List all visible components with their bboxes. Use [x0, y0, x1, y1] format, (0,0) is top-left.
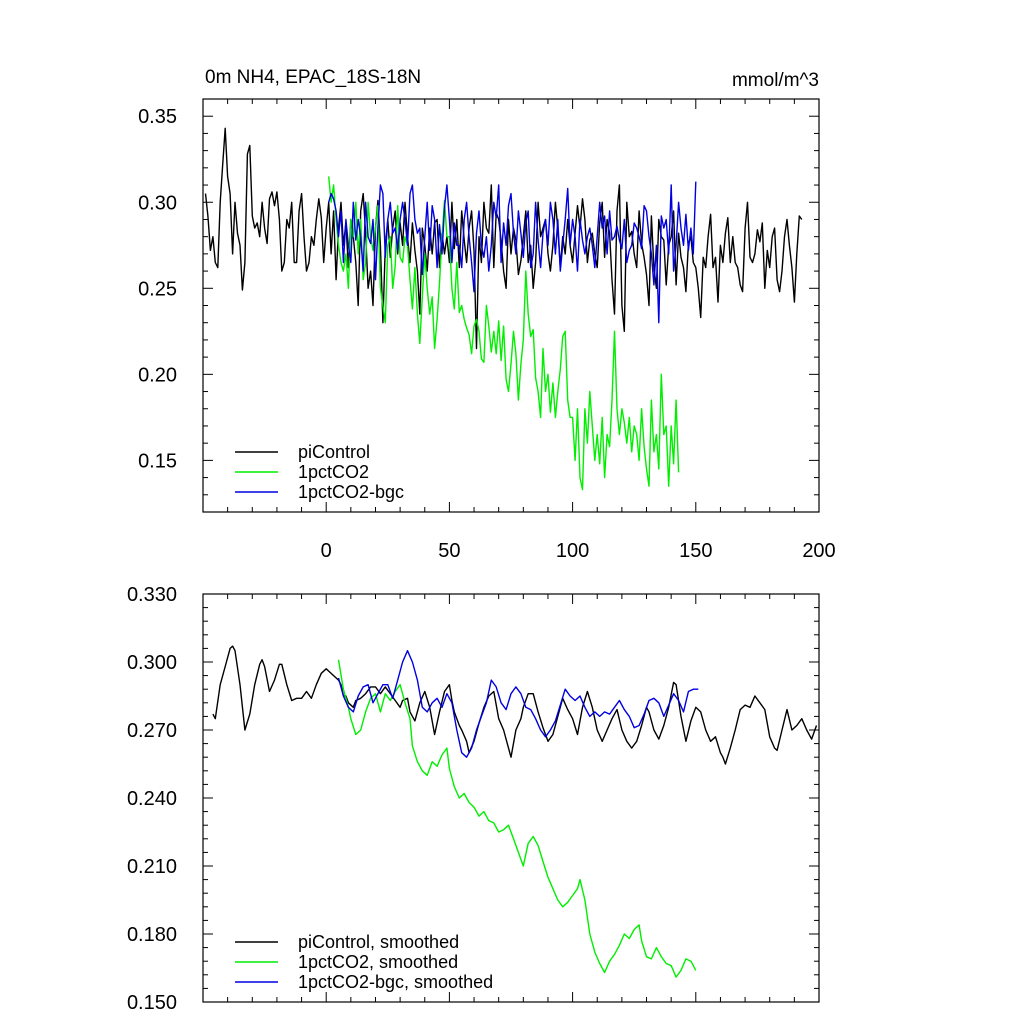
series-line-picontrol [204, 127, 803, 350]
x-tick-label: 100 [556, 540, 589, 562]
legend-label: piControl, smoothed [298, 932, 459, 952]
x-tick-label: 150 [679, 540, 712, 562]
y-tick-label: 0.180 [127, 924, 177, 946]
y-tick-label: 0.240 [127, 788, 177, 810]
y-tick-label: 0.15 [138, 450, 177, 472]
plot-frame [202, 98, 820, 513]
legend-label: piControl [298, 442, 370, 462]
legend-label: 1pctCO2, smoothed [298, 952, 458, 972]
y-tick-label: 0.35 [138, 106, 177, 128]
y-tick-label: 0.300 [127, 652, 177, 674]
y-tick-label: 0.270 [127, 720, 177, 742]
chart-title: 0m NH4, EPAC_18S-18N [205, 67, 421, 88]
y-tick-label: 0.210 [127, 856, 177, 878]
bottom-panel: 0.150 0.180 0.210 0.240 0.270 0.300 0.330 piCo… [127, 584, 820, 1014]
legend-label: 1pctCO2 [298, 462, 369, 482]
series-line-1pctco2 [328, 176, 680, 491]
plot-frame [202, 593, 820, 1003]
series-line-1pctco2-smoothed [337, 659, 697, 978]
y-tick-label: 0.30 [138, 192, 177, 214]
series-line-1pctco2-bgc [328, 181, 697, 324]
legend-label: 1pctCO2-bgc, smoothed [298, 972, 493, 992]
y-tick-label: 0.150 [127, 992, 177, 1014]
y-tick-label: 0.25 [138, 278, 177, 300]
units-label: mmol/m^3 [732, 70, 819, 91]
x-tick-label: 50 [438, 540, 460, 562]
top-panel: 0m NH4, EPAC_18S-18N mmol/m^3 0.15 0.20 0.… [138, 67, 836, 562]
y-tick-label: 0.20 [138, 364, 177, 386]
series-line-1pctco2-bgc-smoothed [337, 650, 699, 758]
y-tick-label: 0.330 [127, 584, 177, 606]
x-tick-label: 200 [802, 540, 835, 562]
legend-label: 1pctCO2-bgc [298, 482, 404, 502]
series-line-picontrol-smoothed [212, 645, 818, 765]
x-tick-label: 0 [321, 540, 332, 562]
